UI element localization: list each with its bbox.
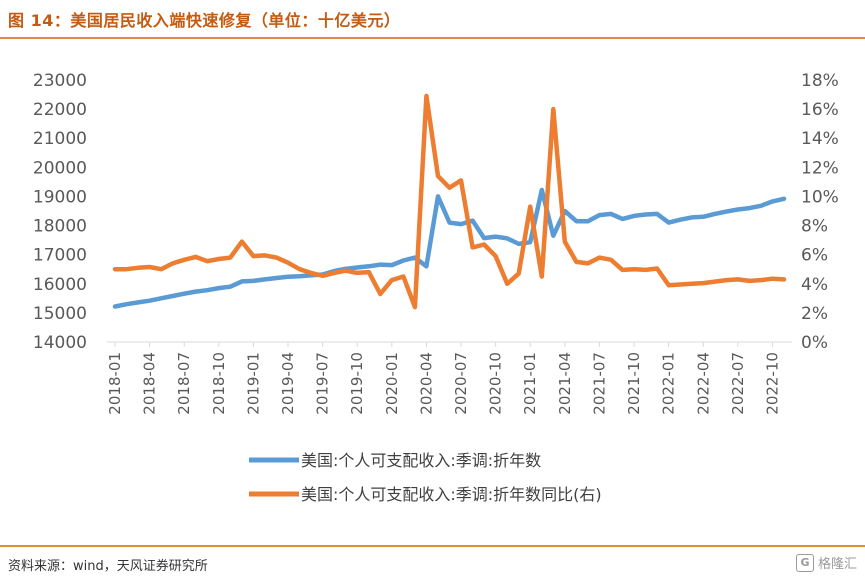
y-right-tick-label: 2% bbox=[801, 304, 828, 324]
figure-title: 图 14：美国居民收入端快速修复（单位：十亿美元） bbox=[8, 11, 401, 30]
x-axis: 2018-01 2018-04 2018-07 2018-10 2019-01 2019-… bbox=[106, 342, 781, 415]
x-tick-label: 2021-07 bbox=[590, 352, 608, 415]
x-tick-label: 2019-01 bbox=[244, 352, 262, 415]
y-right-tick-label: 4% bbox=[801, 275, 828, 295]
bottom-divider bbox=[0, 545, 865, 547]
y-left-tick-label: 16000 bbox=[33, 275, 87, 295]
y-left-tick-label: 17000 bbox=[33, 246, 87, 266]
right-axis-ticks: 0% 2% 4% 6% 8% 10% 12% 14% 16% 18% bbox=[801, 71, 839, 353]
x-tick-label: 2020-01 bbox=[383, 352, 401, 415]
y-left-tick-label: 19000 bbox=[33, 187, 87, 207]
x-tick-label: 2022-01 bbox=[660, 352, 678, 415]
x-tick-label: 2019-10 bbox=[348, 352, 366, 415]
x-tick-label: 2018-10 bbox=[210, 352, 228, 415]
x-tick-label: 2020-04 bbox=[417, 352, 435, 415]
y-left-tick-label: 22000 bbox=[33, 100, 87, 120]
chart-legend: 美国:个人可支配收入:季调:折年数 美国:个人可支配收入:季调:折年数同比(右) bbox=[249, 451, 602, 504]
y-right-tick-label: 12% bbox=[801, 158, 839, 178]
y-left-tick-label: 18000 bbox=[33, 217, 87, 237]
top-divider bbox=[0, 37, 865, 39]
y-left-tick-label: 21000 bbox=[33, 129, 87, 149]
y-right-tick-label: 16% bbox=[801, 100, 839, 120]
y-right-tick-label: 0% bbox=[801, 333, 828, 353]
watermark-text: 格隆汇 bbox=[817, 557, 857, 572]
chart-series bbox=[112, 93, 787, 310]
x-tick-label: 2018-07 bbox=[175, 352, 193, 415]
x-tick-label: 2021-01 bbox=[521, 352, 539, 415]
x-tick-label: 2022-07 bbox=[729, 352, 747, 415]
series-line-income bbox=[112, 187, 787, 309]
x-tick-label: 2018-04 bbox=[141, 352, 159, 415]
x-tick-label: 2018-01 bbox=[106, 352, 124, 415]
y-left-tick-label: 20000 bbox=[33, 158, 87, 178]
watermark-logo-icon: G bbox=[795, 553, 814, 572]
y-right-tick-label: 18% bbox=[801, 71, 839, 91]
series-line-yoy bbox=[112, 93, 787, 310]
line-chart: 14000 15000 16000 17000 18000 19000 20000 21000… bbox=[33, 71, 839, 504]
legend-label-yoy: 美国:个人可支配收入:季调:折年数同比(右) bbox=[301, 485, 602, 504]
x-tick-label: 2020-07 bbox=[452, 352, 470, 415]
header: 图 14：美国居民收入端快速修复（单位：十亿美元） bbox=[0, 0, 865, 38]
y-left-tick-label: 23000 bbox=[33, 71, 87, 91]
y-left-tick-label: 15000 bbox=[33, 304, 87, 324]
x-tick-label: 2019-07 bbox=[314, 352, 332, 415]
y-right-tick-label: 8% bbox=[801, 217, 828, 237]
left-axis-ticks: 14000 15000 16000 17000 18000 19000 20000 21000… bbox=[33, 71, 87, 353]
x-tick-label: 2020-10 bbox=[487, 352, 505, 415]
legend-label-income: 美国:个人可支配收入:季调:折年数 bbox=[301, 451, 541, 470]
x-tick-label: 2019-04 bbox=[279, 352, 297, 415]
y-left-tick-label: 14000 bbox=[33, 333, 87, 353]
x-tick-label: 2022-04 bbox=[694, 352, 712, 415]
y-right-tick-label: 14% bbox=[801, 129, 839, 149]
x-tick-label: 2021-10 bbox=[625, 352, 643, 415]
source-note: 资料来源：wind，天风证券研究所 bbox=[8, 559, 208, 574]
y-right-tick-label: 10% bbox=[801, 187, 839, 207]
x-tick-label: 2021-04 bbox=[556, 352, 574, 415]
watermark: G 格隆汇 bbox=[795, 553, 857, 572]
x-tick-label: 2022-10 bbox=[763, 352, 781, 415]
y-right-tick-label: 6% bbox=[801, 246, 828, 266]
